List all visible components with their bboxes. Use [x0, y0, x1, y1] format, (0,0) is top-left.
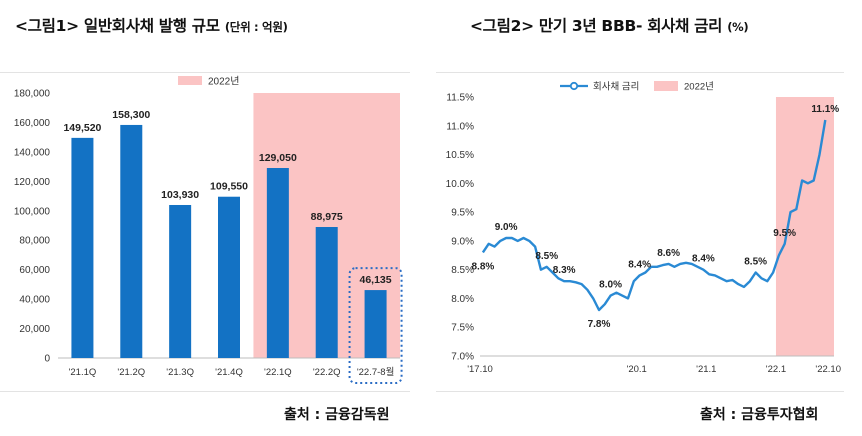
x-tick-label: '22.10 — [815, 364, 841, 375]
bar-value-label: 149,520 — [63, 122, 101, 134]
bar — [71, 137, 94, 358]
point-value-label: 9.0% — [495, 222, 518, 233]
point-value-label: 8.4% — [628, 259, 651, 270]
bar-value-label: 129,050 — [259, 152, 297, 164]
x-tick-label: '21.1Q — [69, 367, 97, 378]
x-tick-label: '21.2Q — [117, 367, 145, 378]
y-tick-label: 160,000 — [14, 118, 51, 129]
legend-swatch-2022 — [178, 76, 202, 85]
point-value-label: 7.8% — [588, 319, 611, 330]
y-tick-label: 80,000 — [19, 236, 50, 247]
y-tick-label: 60,000 — [19, 265, 50, 276]
x-tick-label: '22.2Q — [313, 367, 341, 378]
line-chart-panel: 7.0% 7.5% 8.0% 8.5% 9.0% 9.5% 10.0% 10.5% 11.0% 1… — [436, 72, 844, 392]
bar-chart-source: 출처 : 금융감독원 — [284, 407, 390, 423]
legend-swatch-2022 — [654, 81, 678, 91]
x-tick-label: '17.10 — [467, 364, 493, 375]
y-tick-label: 0 — [44, 354, 50, 365]
bar — [218, 196, 240, 358]
bar-chart-title-main: <그림1> 일반회사채 발행 규모 — [15, 17, 220, 35]
y-tick-label: 11.5% — [446, 93, 474, 104]
bar — [120, 124, 143, 358]
x-tick-label: '22.1Q — [264, 367, 292, 378]
y-tick-label: 40,000 — [19, 295, 50, 306]
y-tick-label: 10.0% — [446, 179, 474, 190]
line-chart-title: <그림2> 만기 3년 BBB- 회사채 금리 (%) — [470, 14, 749, 36]
y-tick-label: 180,000 — [14, 89, 51, 100]
bar — [169, 204, 192, 358]
point-value-label: 8.6% — [657, 248, 680, 259]
emphasis-dotted-box — [348, 267, 403, 384]
highlight-2022-band — [775, 97, 834, 356]
point-value-label: 8.0% — [599, 280, 622, 291]
point-value-label: 8.3% — [553, 265, 576, 276]
point-value-label: 8.5% — [744, 257, 767, 268]
legend-label-rate: 회사채 금리 — [593, 82, 639, 93]
bar-value-label: 158,300 — [112, 109, 150, 121]
legend-label-2022: 2022년 — [684, 82, 714, 93]
legend-marker — [569, 81, 579, 91]
bar-value-label: 46,135 — [360, 274, 392, 286]
point-value-label: 8.8% — [472, 261, 495, 272]
legend-label-2022: 2022년 — [208, 76, 239, 88]
bar-chart-title: <그림1> 일반회사채 발행 규모 (단위 : 억원) — [15, 14, 288, 36]
y-tick-label: 9.0% — [451, 236, 474, 247]
x-tick-label: '22.1 — [766, 364, 786, 375]
y-tick-label: 11.0% — [446, 121, 474, 132]
bar-value-label: 103,930 — [161, 189, 199, 201]
y-tick-label: 10.5% — [446, 150, 474, 161]
y-tick-label: 8.5% — [451, 265, 474, 276]
y-tick-label: 140,000 — [14, 147, 51, 158]
y-tick-label: 7.0% — [451, 352, 474, 363]
line-chart: 7.0% 7.5% 8.0% 8.5% 9.0% 9.5% 10.0% 10.5% 11.0% 1… — [446, 81, 841, 375]
bar-chart: 0 20,000 40,000 60,000 80,000 100,000 120,000 1… — [14, 76, 403, 384]
line-chart-title-main: <그림2> 만기 3년 BBB- 회사채 금리 — [470, 17, 723, 35]
y-tick-label: 20,000 — [19, 324, 50, 335]
rate-series-line — [481, 119, 827, 312]
y-tick-label: 120,000 — [14, 177, 51, 188]
bar-value-label: 109,550 — [210, 181, 248, 193]
bar-chart-panel: 0 20,000 40,000 60,000 80,000 100,000 120,000 1… — [0, 72, 410, 392]
x-tick-label: '22.7-8월 — [357, 366, 395, 378]
bar — [266, 168, 289, 358]
x-tick-label: '21.3Q — [166, 367, 194, 378]
y-tick-label: 8.0% — [451, 294, 474, 305]
line-chart-title-unit: (%) — [727, 20, 749, 34]
x-tick-label: '21.1 — [696, 364, 716, 375]
point-value-label: 11.1% — [811, 104, 839, 115]
y-tick-label: 100,000 — [14, 206, 51, 217]
line-chart-source: 출처 : 금융투자협회 — [700, 407, 819, 423]
bar-chart-title-unit: (단위 : 억원) — [224, 20, 288, 34]
x-tick-label: '21.4Q — [215, 367, 243, 378]
x-tick-label: '20.1 — [627, 364, 647, 375]
bar — [315, 227, 338, 358]
bar — [364, 290, 387, 358]
y-tick-label: 7.5% — [451, 323, 474, 334]
point-value-label: 8.4% — [692, 254, 715, 265]
point-value-label: 9.5% — [773, 228, 796, 239]
bar-value-label: 88,975 — [311, 211, 343, 223]
y-tick-label: 9.5% — [451, 208, 474, 219]
point-value-label: 8.5% — [535, 251, 558, 262]
